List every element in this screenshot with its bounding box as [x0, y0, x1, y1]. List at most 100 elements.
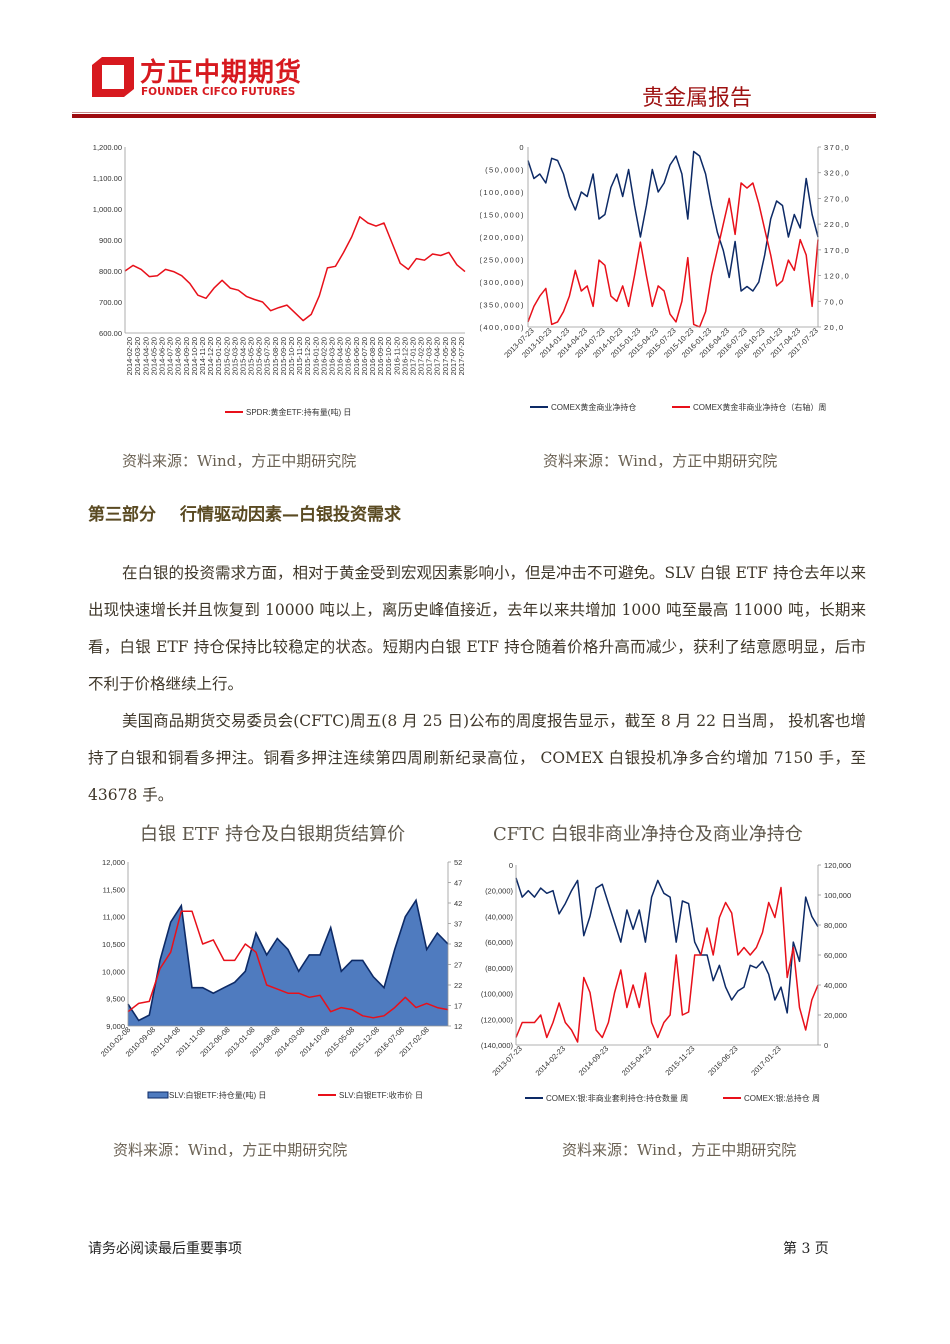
- y-tick-label: (100,000): [480, 188, 525, 197]
- paragraph: 在白银的投资需求方面，相对于黄金受到宏观因素影响小，但是冲击不可避免。SLV 白…: [88, 564, 866, 693]
- legend-label: COMEX:银:非商业套利持仓:持仓数量 周: [546, 1093, 688, 1103]
- y2-tick-label: 270,0: [824, 194, 850, 203]
- y-tick-label: (120,000): [481, 1015, 514, 1024]
- y-tick-label: 10,500: [102, 940, 125, 949]
- y-tick-label: (20,000): [485, 887, 513, 896]
- x-tick-label: 2015-04-20: [238, 337, 247, 375]
- x-tick-label: 2014-10-20: [190, 337, 199, 375]
- x-tick-label: 2014-09-23: [577, 1044, 610, 1077]
- spdr-gold-etf-chart: 600.00 700.00 800.00 900.00 1,000.00 1,100.00…: [93, 143, 466, 417]
- logo-text-cn: 方正中期期货: [140, 58, 303, 88]
- x-tick-label: 2015-10-20: [287, 337, 296, 375]
- chart-title: 白银 ETF 持仓及白银期货结算价: [140, 824, 406, 845]
- x-tick-label: 2015-11-20: [295, 337, 304, 375]
- y2-tick-label: 0: [824, 1041, 828, 1050]
- y-tick-label: 10,000: [102, 967, 125, 976]
- y-tick-label: 1,100.00: [93, 174, 122, 183]
- x-tick-label: 2015-11-23: [663, 1044, 696, 1077]
- y2-tick-label: 170,0: [824, 246, 850, 255]
- y-tick-label: (150,000): [480, 211, 525, 220]
- y2-tick-label: 42: [454, 899, 462, 908]
- y2-tick-label: 20,0: [824, 323, 845, 332]
- header-divider: [72, 114, 876, 118]
- x-tick-label: 2016-09-20: [376, 337, 385, 375]
- y-tick-label: (250,000): [480, 256, 525, 265]
- silver-etf-chart: 9,000 9,500 10,000 10,500 11,000 11,500 12,000…: [99, 858, 463, 1100]
- y2-tick-label: 12: [454, 1022, 462, 1031]
- series-line: [127, 910, 449, 1019]
- series-line: [515, 877, 819, 1014]
- y-tick-label: 9,500: [106, 995, 125, 1004]
- legend-label: SPDR:黄金ETF:持有量(吨) 日: [246, 407, 351, 417]
- source-note: 资料来源：Wind，方正中期研究院: [113, 1141, 348, 1159]
- x-tick-label: 2016-10-20: [384, 337, 393, 375]
- y-tick-label: (300,000): [480, 278, 525, 287]
- x-tick-label: 2014-02-23: [534, 1044, 567, 1077]
- y-tick-label: (350,000): [480, 301, 525, 310]
- y-tick-label: 1,200.00: [93, 143, 122, 152]
- y-tick-label: (140,000): [481, 1041, 514, 1050]
- x-tick-label: 2015-12-20: [303, 337, 312, 375]
- y-tick-label: (100,000): [481, 990, 514, 999]
- legend-label: COMEX黄金商业净持仓: [551, 402, 636, 412]
- x-tick-label: 2014-03-20: [133, 337, 142, 375]
- x-tick-label: 2017-03-20: [425, 337, 434, 375]
- y-tick-label: 0: [509, 861, 513, 870]
- x-tick-label: 2015-08-20: [271, 337, 280, 375]
- comex-gold-positions-chart: (400,000) (350,000) (300,000) (250,000) (200…: [480, 143, 850, 412]
- y-tick-label: (40,000): [485, 912, 513, 921]
- series-line: [124, 216, 466, 322]
- y2-tick-label: 120,0: [824, 272, 850, 281]
- report-type: 贵金属报告: [642, 86, 753, 111]
- section-heading: 第三部分 行情驱动因素—白银投资需求: [88, 500, 425, 525]
- y-tick-label: (400,000): [480, 323, 525, 332]
- legend-label: COMEX:银:总持仓 周: [744, 1093, 820, 1103]
- y-tick-label: 700.00: [99, 298, 122, 307]
- y2-tick-label: 40,000: [824, 981, 847, 990]
- x-tick-label: 2016-05-20: [344, 337, 353, 375]
- y-tick-label: 9,000: [106, 1022, 125, 1031]
- legend-label: SLV:白银ETF:收市价 日: [339, 1090, 423, 1100]
- logo-text-en: FOUNDER CIFCO FUTURES: [141, 86, 296, 98]
- y2-tick-label: 120,000: [824, 861, 851, 870]
- y2-tick-label: 27: [454, 961, 462, 970]
- logo-mark: [92, 57, 134, 97]
- x-tick-label: 2017-05-20: [441, 337, 450, 375]
- x-tick-label: 2016-11-20: [392, 337, 401, 375]
- x-tick-label: 2015-05-20: [247, 337, 256, 375]
- x-tick-label: 2016-08-20: [368, 337, 377, 375]
- y-tick-label: 11,500: [103, 885, 125, 894]
- series-line: [527, 150, 819, 292]
- y2-tick-label: 80,000: [824, 921, 847, 930]
- x-tick-label: 2015-03-20: [230, 337, 239, 375]
- y-tick-label: 1,000.00: [93, 205, 122, 214]
- y-tick-label: 11,000: [103, 913, 125, 922]
- series-area: [128, 900, 448, 1026]
- y-tick-label: (200,000): [480, 233, 525, 242]
- x-tick-label: 2015-07-20: [263, 337, 272, 375]
- y2-tick-label: 370,0: [824, 143, 850, 152]
- x-tick-label: 2014-12-20: [206, 337, 215, 375]
- x-tick-label: 2017-06-20: [449, 337, 458, 375]
- section-title: 行情驱动因素—白银投资需求: [180, 505, 401, 525]
- y2-tick-label: 17: [454, 1002, 462, 1011]
- page-number: 第 3 页: [783, 1241, 829, 1257]
- y-tick-label: 900.00: [99, 236, 122, 245]
- x-tick-label: 2014-02-20: [125, 337, 134, 375]
- x-tick-label: 2016-04-20: [336, 337, 345, 375]
- series-area-edge: [127, 898, 449, 1022]
- paragraph: 美国商品期货交易委员会(CFTC)周五(8 月 25 日)公布的周度报告显示，截…: [88, 712, 866, 804]
- chart-title: CFTC 白银非商业净持仓及商业净持仓: [493, 824, 803, 845]
- x-tick-label: 2016-03-20: [328, 337, 337, 375]
- header-divider-thin: [72, 112, 876, 113]
- x-tick-label: 2014-11-20: [198, 337, 207, 375]
- x-tick-label: 2015-09-20: [279, 337, 288, 375]
- y2-tick-label: 100,000: [824, 891, 851, 900]
- source-note: 资料来源：Wind，方正中期研究院: [122, 452, 357, 470]
- x-tick-label: 2017-01-20: [408, 337, 417, 375]
- legend-swatch: [147, 1091, 169, 1099]
- y2-tick-label: 320,0: [824, 169, 850, 178]
- section-part: 第三部分: [88, 505, 156, 525]
- x-tick-label: 2014-07-20: [166, 337, 175, 375]
- source-note: 资料来源：Wind，方正中期研究院: [543, 452, 778, 470]
